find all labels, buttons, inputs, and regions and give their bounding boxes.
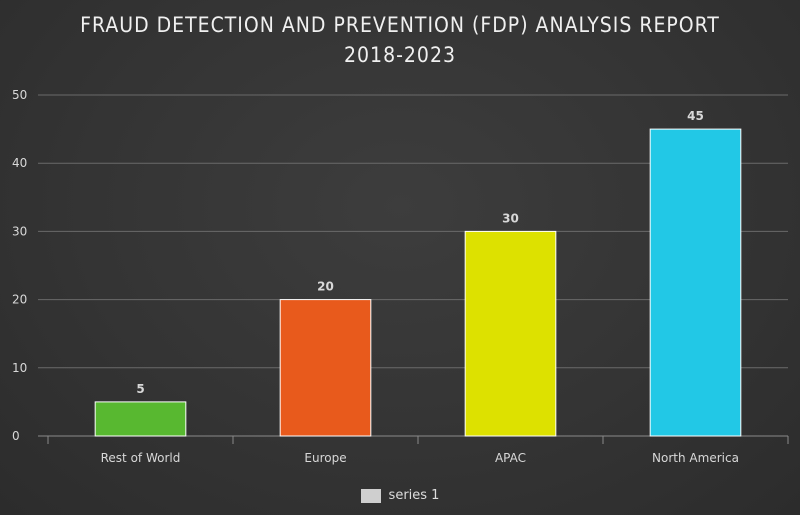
y-tick-label: 30 xyxy=(12,224,27,238)
x-tick-label: North America xyxy=(652,451,739,465)
data-label: 5 xyxy=(136,382,144,396)
bar xyxy=(94,401,187,437)
y-tick-label: 50 xyxy=(12,88,27,102)
bar xyxy=(279,299,372,437)
y-tick-label: 10 xyxy=(12,361,27,375)
x-tick-label: APAC xyxy=(495,451,526,465)
legend[interactable]: series 1 xyxy=(0,488,800,503)
bar xyxy=(649,128,742,437)
data-label: 20 xyxy=(317,280,334,294)
data-label: 30 xyxy=(502,211,519,225)
legend-swatch xyxy=(360,488,381,503)
y-tick-label: 20 xyxy=(12,293,27,307)
x-tick-label: Rest of World xyxy=(101,451,181,465)
chart-title: FRAUD DETECTION AND PREVENTION (FDP) ANA… xyxy=(80,13,720,67)
data-label: 45 xyxy=(687,109,704,123)
x-tick-label: Europe xyxy=(304,451,346,465)
y-tick-label: 0 xyxy=(12,429,20,443)
bar xyxy=(464,230,557,437)
y-tick-label: 40 xyxy=(12,156,27,170)
legend-label: series 1 xyxy=(388,488,440,503)
